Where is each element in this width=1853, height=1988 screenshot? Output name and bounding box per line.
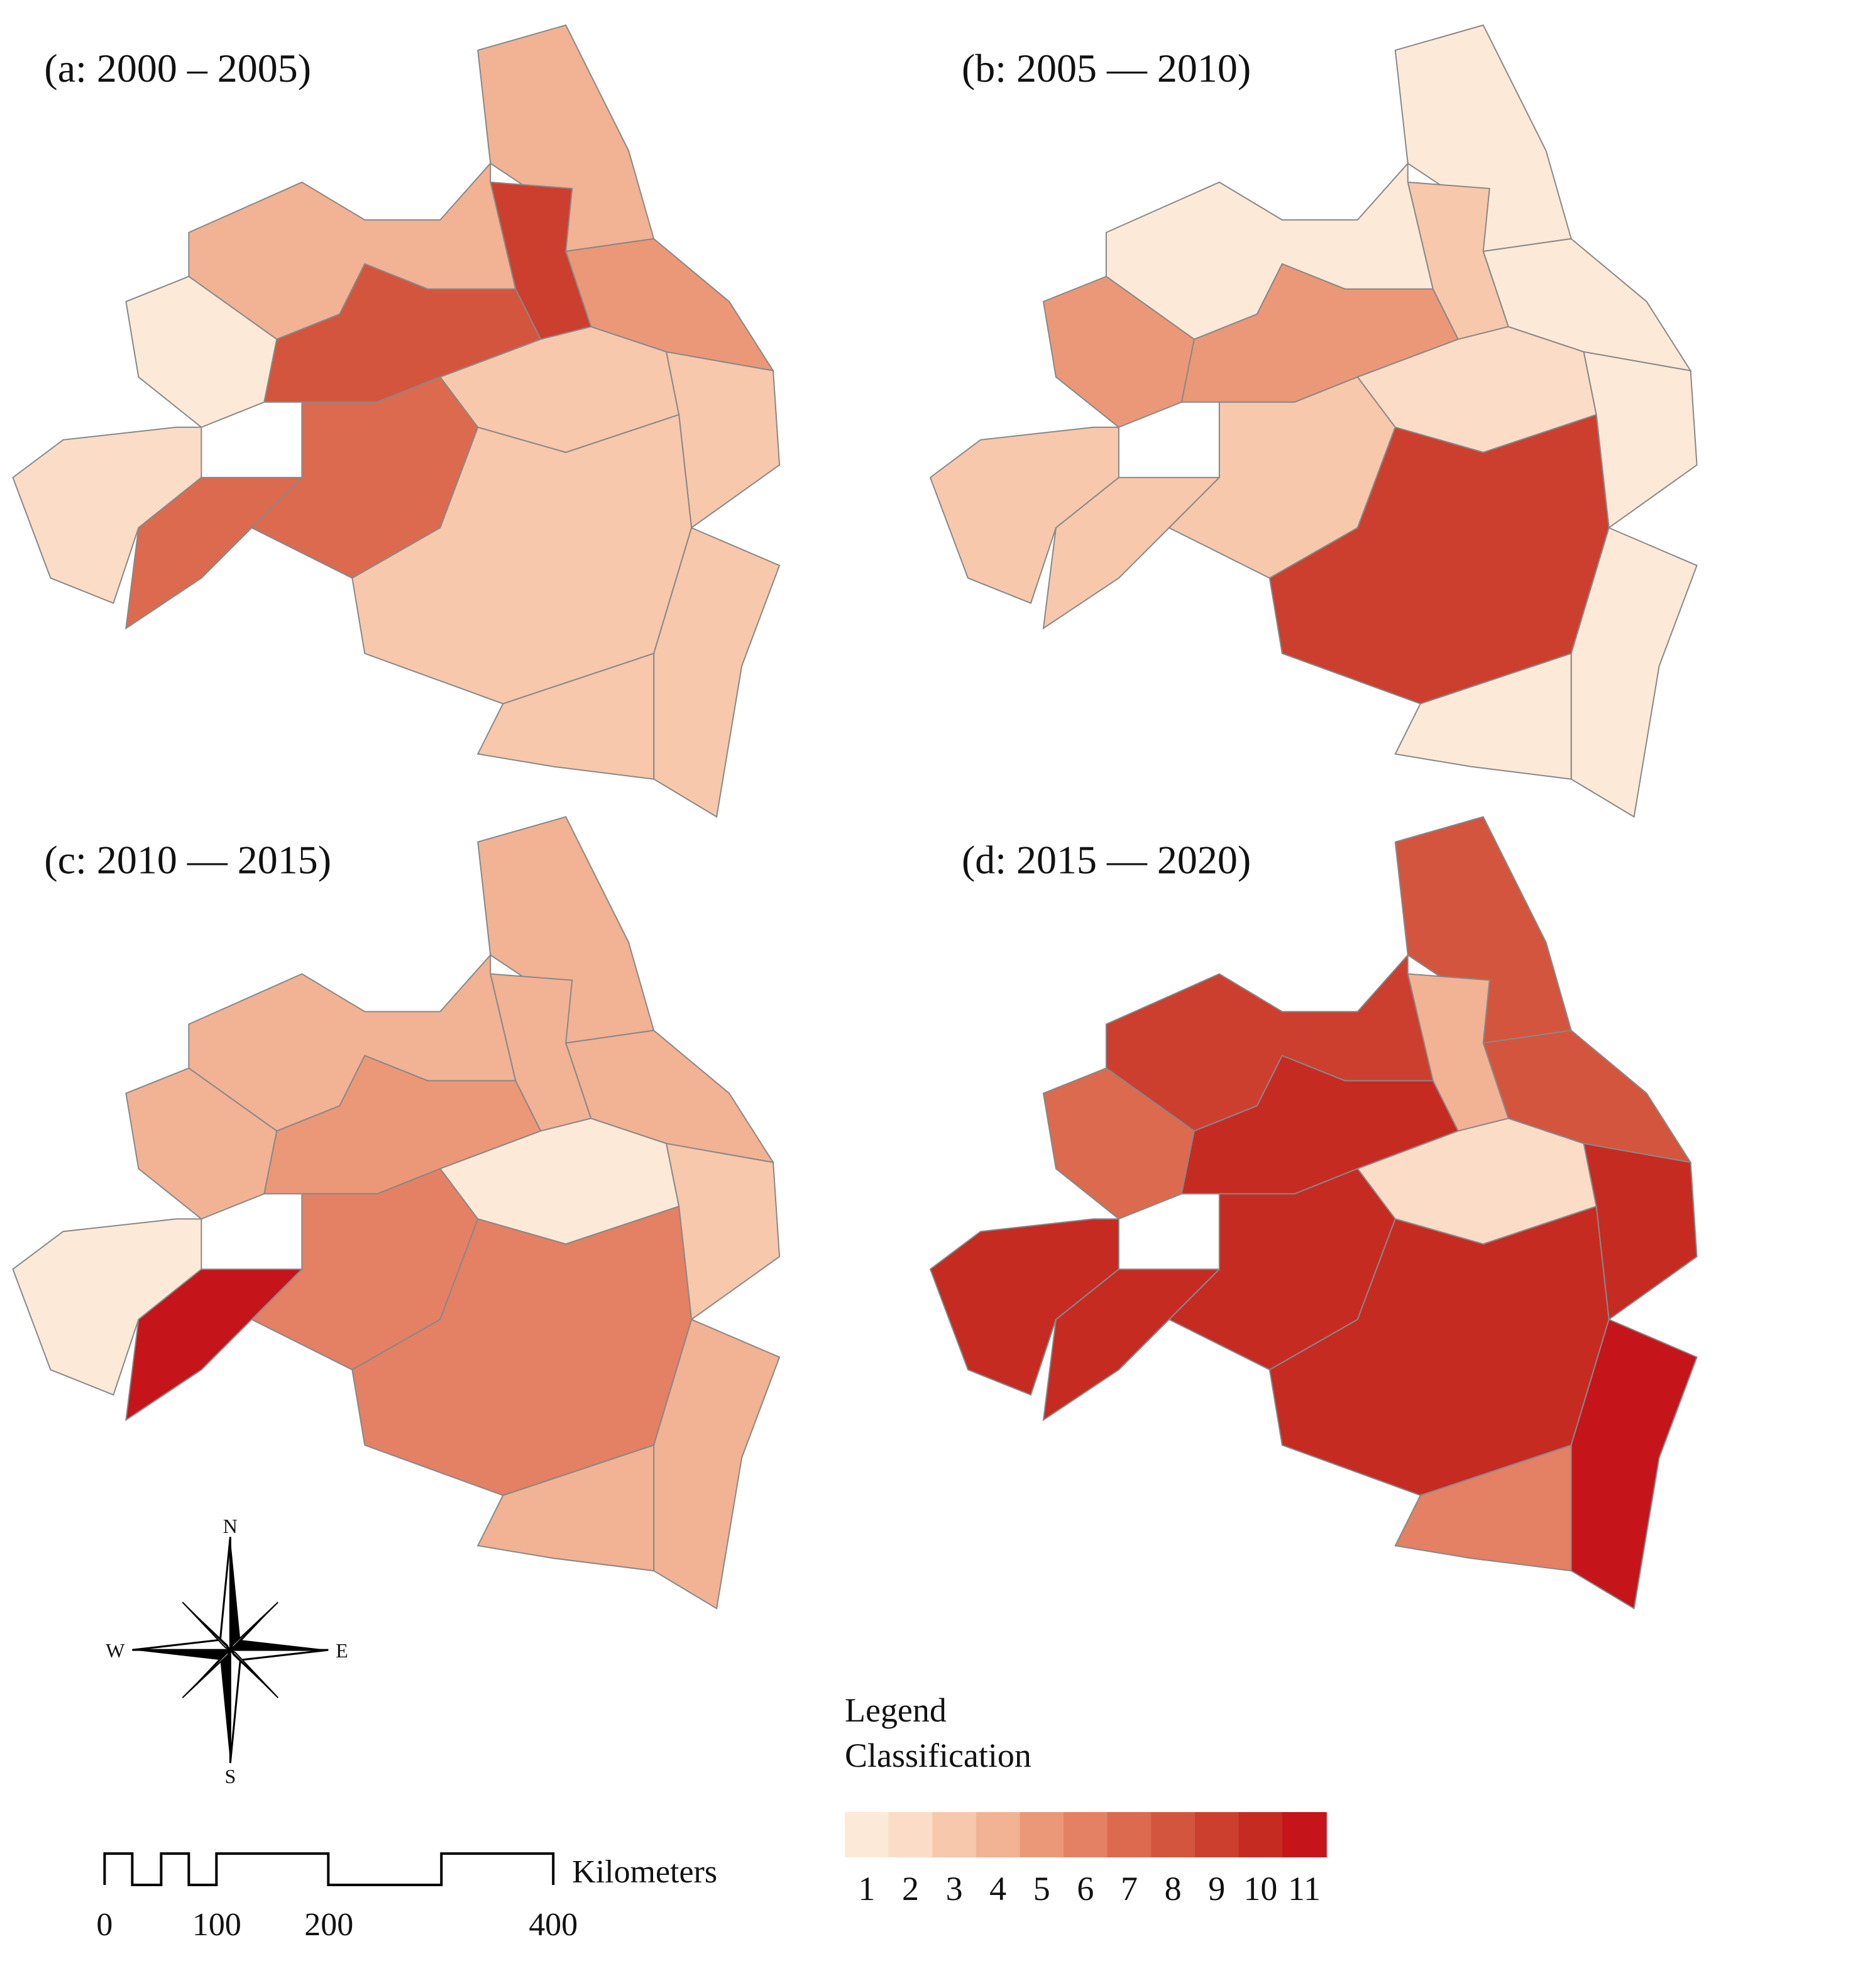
panel-title: (d: 2015 — 2020): [962, 838, 1251, 882]
legend-label: 8: [1165, 1870, 1182, 1908]
region: [1268, 414, 1610, 705]
legend-swatch: [1238, 1812, 1284, 1858]
scale-tick-label: 100: [192, 1907, 241, 1943]
map-panel: (c: 2010 — 2015): [12, 816, 781, 1610]
legend-label: 1: [858, 1870, 875, 1908]
scale-unit: Kilometers: [572, 1854, 717, 1890]
region: [1394, 1444, 1572, 1572]
region: [1394, 652, 1572, 780]
region: [1583, 351, 1698, 529]
scale-tick-label: 0: [96, 1907, 113, 1943]
panel-title: (a: 2000 – 2005): [44, 46, 311, 91]
compass: N S W E: [106, 1515, 348, 1788]
map-panel: (a: 2000 – 2005): [12, 24, 781, 818]
legend-label: 7: [1121, 1870, 1138, 1908]
region: [476, 652, 655, 780]
panel-title: (b: 2005 — 2010): [962, 46, 1251, 91]
legend-label: 6: [1077, 1870, 1094, 1908]
legend-swatch: [1194, 1812, 1240, 1858]
region: [351, 1205, 693, 1496]
compass-n: N: [223, 1515, 238, 1537]
scale-tick-label: 400: [529, 1907, 578, 1943]
legend-label: 10: [1243, 1870, 1277, 1908]
compass-s: S: [224, 1766, 236, 1788]
region: [1268, 1205, 1610, 1496]
region: [351, 414, 693, 705]
legend-label: 4: [989, 1870, 1006, 1908]
legend-swatch: [845, 1812, 889, 1858]
legend-label: 5: [1033, 1870, 1050, 1908]
legend-swatch: [1064, 1812, 1108, 1858]
legend-label: 2: [902, 1870, 919, 1908]
legend-title: Legend: [845, 1691, 947, 1729]
legend-swatch: [1282, 1812, 1327, 1858]
compass-w: W: [106, 1640, 125, 1662]
legend-swatch: [976, 1812, 1021, 1858]
region: [1583, 1143, 1698, 1321]
legend-swatch: [1020, 1812, 1065, 1858]
region: [665, 1143, 781, 1321]
legend-swatch: [932, 1812, 977, 1858]
scale-bar: [103, 1852, 555, 1887]
region: [476, 1444, 655, 1572]
map-panel: (b: 2005 — 2010): [929, 24, 1698, 818]
region: [665, 351, 781, 529]
legend-swatch: [1151, 1812, 1196, 1858]
panel-title: (c: 2010 — 2015): [44, 838, 331, 882]
legend-label: 11: [1288, 1870, 1321, 1908]
legend-label: 9: [1208, 1870, 1225, 1908]
scale-tick-label: 200: [304, 1907, 353, 1943]
legend-label: 3: [946, 1870, 963, 1908]
legend-swatch: [888, 1812, 933, 1858]
map-panel: (d: 2015 — 2020): [929, 816, 1698, 1610]
compass-e: E: [336, 1640, 348, 1662]
legend-swatch: [1107, 1812, 1152, 1858]
legend-subtitle: Classification: [845, 1737, 1031, 1774]
